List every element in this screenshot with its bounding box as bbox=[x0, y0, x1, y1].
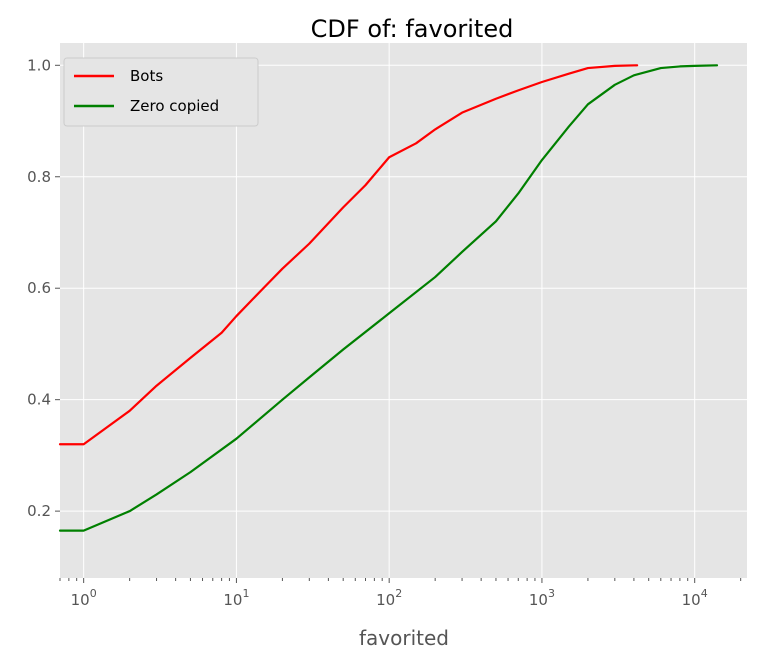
legend-label-bots: Bots bbox=[130, 67, 163, 85]
x-tick-label: 104 bbox=[682, 587, 708, 609]
x-tick-label: 100 bbox=[71, 587, 97, 609]
x-tick-label: 103 bbox=[529, 587, 555, 609]
y-tick-label: 0.4 bbox=[27, 391, 51, 409]
legend: Bots Zero copied bbox=[64, 58, 258, 126]
y-tick-label: 0.8 bbox=[27, 168, 51, 186]
y-tick-label: 0.2 bbox=[27, 502, 51, 520]
x-tick-label: 102 bbox=[376, 587, 402, 609]
y-tick-label: 0.6 bbox=[27, 279, 51, 297]
x-tick-labels: 100 101 102 103 104 bbox=[71, 587, 708, 609]
chart-title: CDF of: favorited bbox=[311, 15, 514, 43]
x-axis-label: favorited bbox=[359, 626, 449, 650]
x-tick-label: 101 bbox=[223, 587, 249, 609]
y-tick-label: 1.0 bbox=[27, 56, 51, 74]
legend-label-zero-copied: Zero copied bbox=[130, 97, 219, 115]
y-tick-labels: 0.2 0.4 0.6 0.8 1.0 bbox=[27, 56, 51, 520]
